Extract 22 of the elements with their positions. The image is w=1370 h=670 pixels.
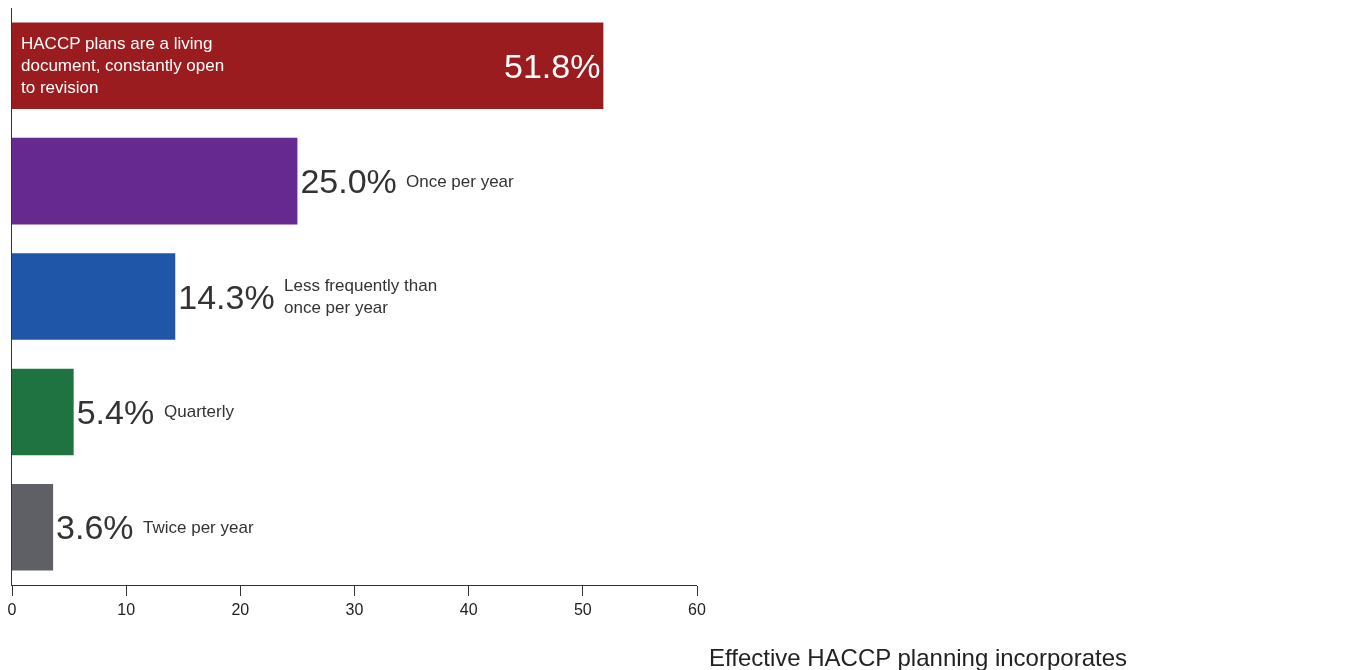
data-label: 25.0% [300,162,397,201]
bar [12,22,604,109]
y-tick-label: Less frequently than once per year [284,276,438,318]
x-tick-label: 40 [459,601,478,619]
bar [12,484,54,571]
y-tick-label: Once per year [406,172,515,191]
y-tick-label: Quarterly [164,402,235,421]
data-label: 5.4% [76,392,155,431]
x-tick-label: 10 [117,601,136,619]
y-tick-label: Twice per year [143,518,254,537]
x-tick-label: 50 [573,601,592,619]
bar [12,368,74,456]
x-tick-label: 0 [7,601,17,619]
y-tick-label: HACCP plans are a living document, constantly open to revision [21,34,225,98]
data-label: 3.6% [56,508,134,547]
x-tick-label: 20 [231,601,250,619]
x-tick-label: 30 [345,601,364,619]
data-label: 14.3% [178,277,275,316]
bar [12,137,298,225]
bar [12,253,176,340]
x-tick-label: 60 [688,601,706,619]
data-label: 51.8% [503,46,601,85]
